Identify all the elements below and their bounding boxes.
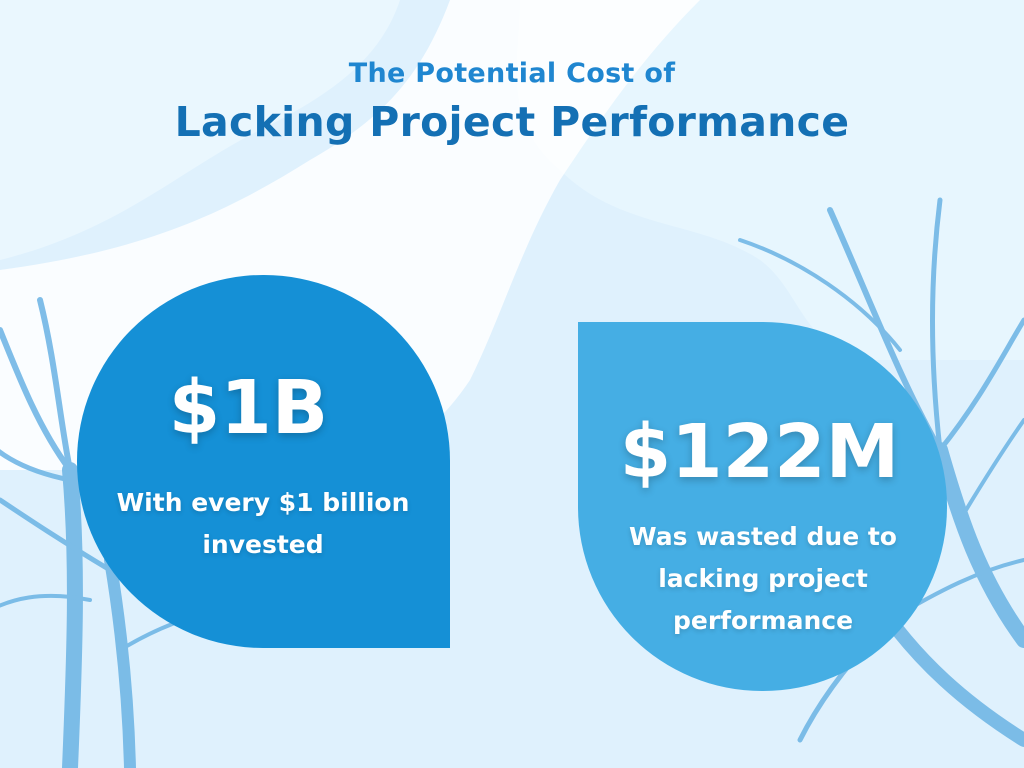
stat-description-line: invested (202, 530, 324, 559)
page-title: Lacking Project Performance (174, 98, 850, 146)
stat-description: Was wasted due to lacking project perfor… (608, 516, 918, 642)
stat-card-investment: $1B With every $1 billion invested (77, 275, 450, 648)
stat-card-waste: $122M Was wasted due to lacking project … (578, 322, 947, 691)
white-wave-shape-main (0, 0, 400, 260)
stat-description-line: lacking project (658, 564, 868, 593)
stat-description-line: performance (672, 606, 854, 635)
stat-value: $1B (168, 365, 329, 451)
stat-description-line: Was wasted due to (629, 522, 897, 551)
stat-description-line: With every $1 billion (116, 488, 410, 517)
white-wave-shape-inner (230, 0, 1024, 360)
subtitle: The Potential Cost of (348, 58, 676, 89)
stat-value: $122M (619, 409, 900, 495)
stat-description: With every $1 billion invested (97, 482, 429, 566)
